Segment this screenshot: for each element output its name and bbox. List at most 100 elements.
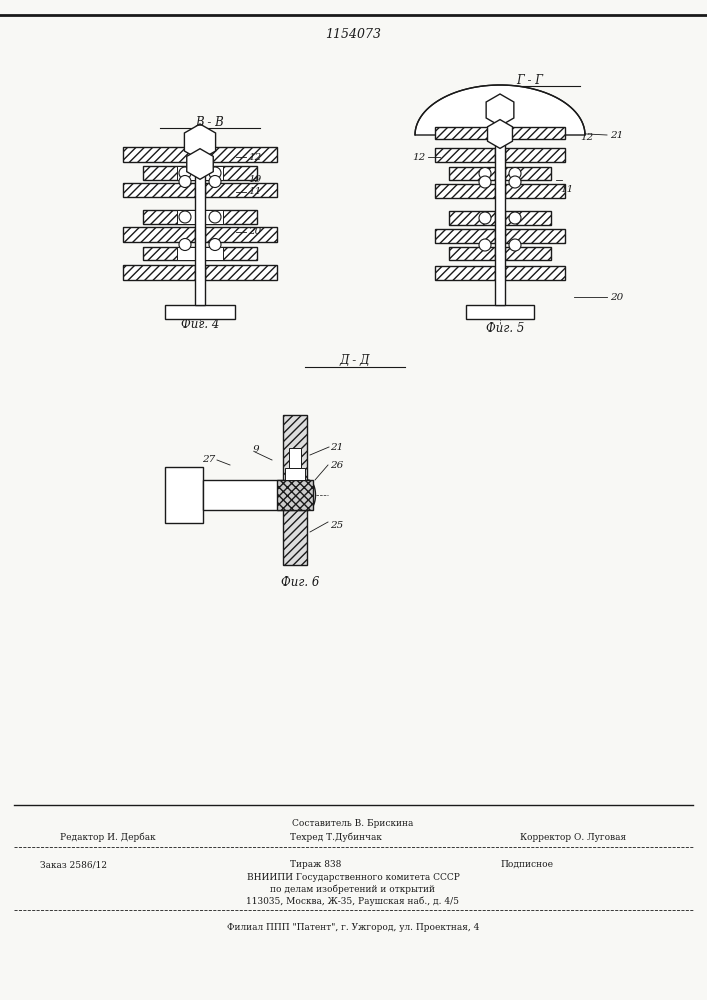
Text: 1154073: 1154073 [325,28,381,41]
Bar [449,211,495,225]
Bar [466,305,534,319]
Polygon shape [308,480,315,510]
Bar [123,265,195,280]
Text: Редактор И. Дербак: Редактор И. Дербак [60,833,156,842]
Bar [449,167,495,180]
Bar [143,247,195,260]
Circle shape [209,167,221,179]
Bar [205,227,277,242]
Bar [435,229,495,243]
Bar [505,184,565,198]
Text: Подписное: Подписное [500,860,553,869]
Text: 26: 26 [330,460,344,470]
Text: 9: 9 [253,446,259,454]
Bar [277,480,313,510]
Text: Д - Д: Д - Д [340,354,370,366]
Bar [205,183,277,197]
Bar [205,210,257,224]
Bar [435,148,495,162]
Polygon shape [415,85,585,135]
Bar [205,210,257,224]
Circle shape [509,167,521,180]
Bar [195,143,205,305]
Polygon shape [187,149,214,179]
Bar [165,467,203,523]
Bar [205,265,277,280]
Bar [435,148,495,162]
Bar [205,183,277,197]
Bar [505,184,565,198]
Text: по делам изобретений и открытий: по делам изобретений и открытий [271,885,436,894]
Text: ВНИИПИ Государственного комитета СССР: ВНИИПИ Государственного комитета СССР [247,873,460,882]
Bar [205,247,223,260]
Text: 20: 20 [248,228,262,236]
Bar [205,147,277,162]
Bar [143,166,195,180]
Circle shape [509,212,521,224]
Bar [123,183,195,197]
Bar [435,127,565,139]
Bar [205,147,277,162]
Bar [205,166,223,180]
Text: 21: 21 [330,442,344,452]
Bar [205,166,257,180]
Circle shape [179,211,191,223]
Circle shape [479,176,491,188]
Bar [205,265,277,280]
Bar [123,265,195,280]
Bar [123,227,195,242]
Text: Фиг. 5: Фиг. 5 [486,322,524,334]
Bar [449,247,495,260]
Circle shape [509,176,521,188]
Text: 20: 20 [610,292,624,302]
Bar [123,147,195,162]
Text: 25: 25 [330,520,344,530]
Bar [277,480,313,510]
Text: Филиал ППП "Патент", г. Ужгород, ул. Проектная, 4: Филиал ППП "Патент", г. Ужгород, ул. Про… [227,923,479,932]
Text: 12: 12 [413,152,426,161]
Bar [205,227,277,242]
Bar [143,210,195,224]
Text: Техред Т.Дубинчак: Техред Т.Дубинчак [290,833,382,842]
Bar [505,266,565,280]
Bar [205,166,257,180]
Bar [143,210,195,224]
Bar [435,127,565,139]
Bar [435,266,495,280]
Bar [285,468,305,480]
Bar [449,247,495,260]
Bar [505,247,551,260]
Bar [203,480,308,510]
Text: В - В: В - В [196,115,224,128]
Bar [165,305,235,319]
Text: Заказ 2586/12: Заказ 2586/12 [40,860,107,869]
Bar [505,229,565,243]
Text: 12: 12 [580,133,593,142]
Bar [283,510,307,565]
Bar [505,211,551,225]
Bar [449,211,495,225]
Bar [283,415,307,480]
Polygon shape [185,124,216,160]
Text: 27: 27 [201,456,215,464]
Polygon shape [488,120,513,148]
Text: Г - Г: Г - Г [517,74,544,87]
Text: 21: 21 [610,130,624,139]
Bar [435,229,495,243]
Bar [123,147,195,162]
Text: 11: 11 [248,188,262,196]
Text: Корректор О. Луговая: Корректор О. Луговая [520,833,626,842]
Bar [123,183,195,197]
Bar [435,184,495,198]
Circle shape [179,176,191,188]
Bar [505,266,565,280]
Bar [505,148,565,162]
Bar [505,167,551,180]
Bar [143,166,195,180]
Circle shape [209,211,221,223]
Circle shape [179,167,191,179]
Text: Фиг. 6: Фиг. 6 [281,576,319,588]
Bar [435,184,495,198]
Bar [205,247,257,260]
Circle shape [209,238,221,250]
